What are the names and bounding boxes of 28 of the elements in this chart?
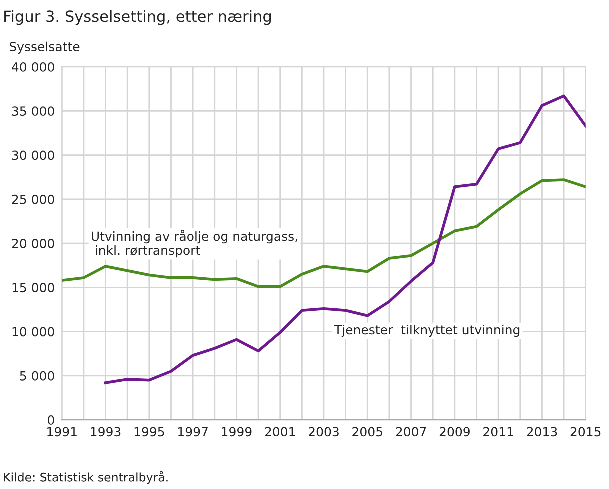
- y-tick-label: 0: [48, 416, 54, 425]
- y-axis-title: Sysselsatte: [10, 42, 80, 54]
- x-tick-label: 2009: [440, 427, 470, 437]
- x-tick-label: 2003: [309, 427, 339, 437]
- y-tick-label: 35 000: [12, 106, 54, 116]
- x-tick-label: 2005: [352, 427, 382, 437]
- x-tick-label: 2011: [484, 427, 514, 437]
- series-label: Tjenester tilknyttet utvinning: [334, 324, 520, 338]
- y-tick-label: 10 000: [12, 327, 54, 337]
- y-tick-label: 30 000: [12, 150, 54, 160]
- chart-title: Figur 3. Sysselsetting, etter næring: [4, 10, 272, 26]
- x-tick-label: 1991: [48, 427, 77, 437]
- line-series: [62, 178, 586, 288]
- x-tick-label: 1995: [134, 427, 164, 437]
- y-tick-label: 15 000: [12, 283, 54, 293]
- y-tick-label: 25 000: [12, 194, 54, 204]
- y-tick-label: 40 000: [12, 62, 54, 72]
- x-tick-label: 2013: [527, 427, 558, 437]
- x-tick-label: 1997: [178, 427, 208, 437]
- y-tick-label: 5 000: [20, 371, 54, 381]
- series-label: Utvinning av råolje og naturgass, inkl. rørtransport: [92, 230, 298, 258]
- x-tick-label: 1993: [91, 427, 121, 437]
- x-tick-label: 2015: [570, 427, 601, 437]
- x-tick-label: 2007: [396, 427, 426, 437]
- x-tick-label: 1999: [222, 427, 252, 437]
- text: Kilde: Statistisk sentralbyrå.: [4, 471, 168, 484]
- y-tick-label: 20 000: [12, 238, 54, 248]
- x-tick-label: 2001: [265, 427, 296, 437]
